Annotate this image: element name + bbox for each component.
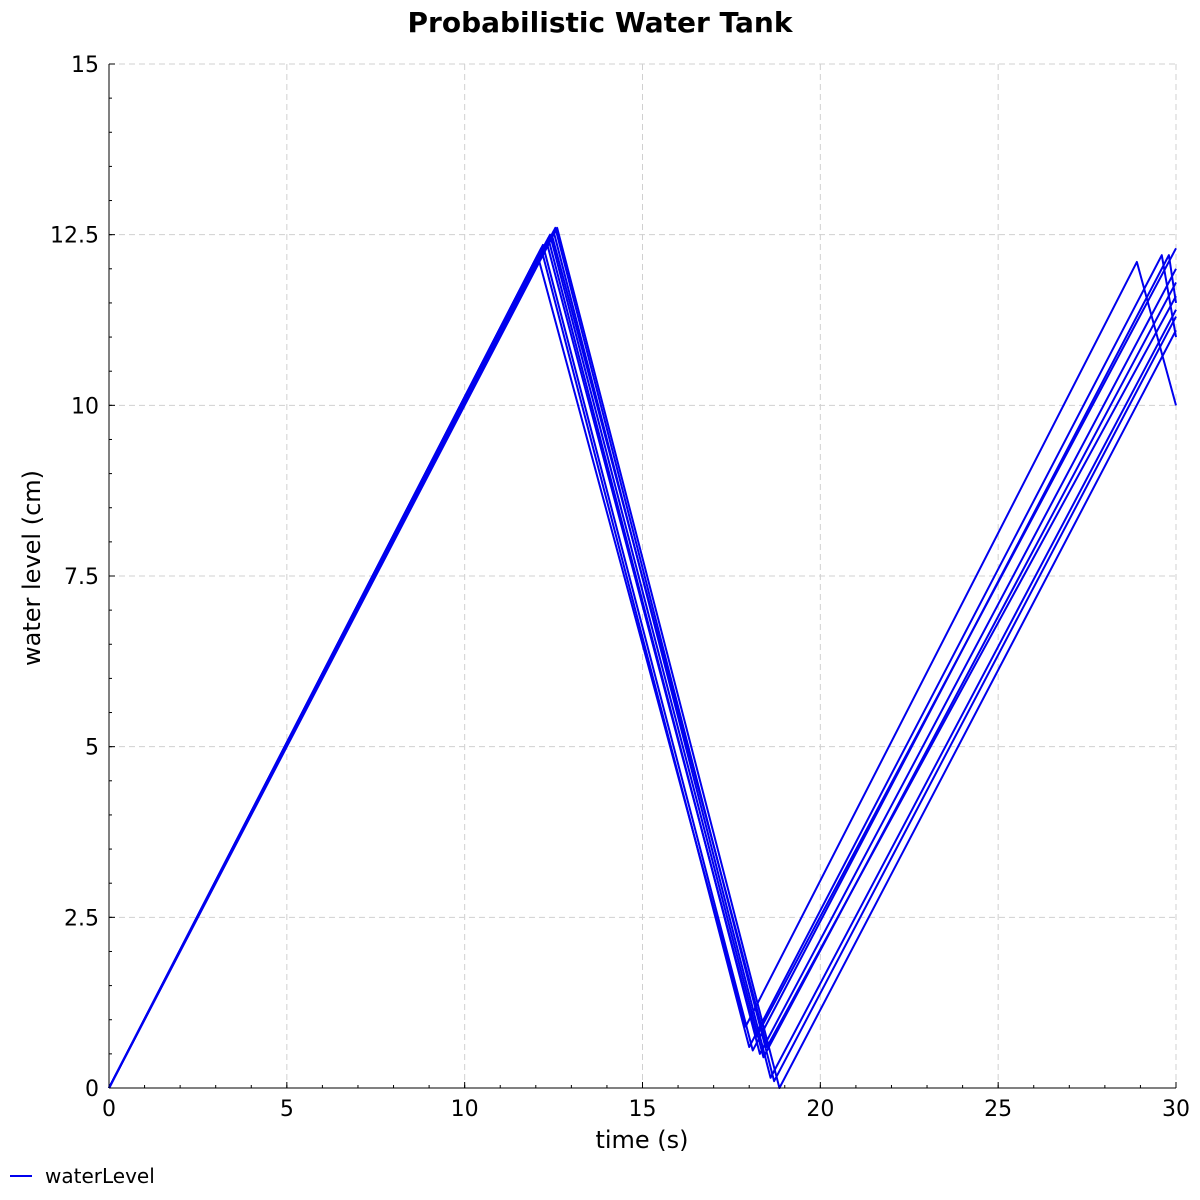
ticks: 0 5 10 15 20 25 30 0 2.5 5 7.5 10 12.5 15	[50, 53, 1190, 1122]
x-tick-label: 20	[806, 1097, 834, 1122]
series-run-line	[108, 226, 1177, 1089]
series-run-line	[108, 233, 1177, 1089]
x-tick-label: 15	[629, 1097, 657, 1122]
y-tick-label: 12.5	[50, 224, 99, 249]
series-run-line	[108, 243, 1177, 1089]
y-axis-label: water level (cm)	[18, 470, 46, 666]
legend: waterLevel	[10, 1164, 155, 1188]
y-tick-label: 5	[85, 736, 99, 761]
y-tick-label: 10	[71, 394, 99, 419]
x-tick-label: 30	[1162, 1097, 1190, 1122]
y-tick-label: 0	[85, 1077, 99, 1102]
x-axis-label: time (s)	[595, 1126, 688, 1154]
legend-label-waterlevel: waterLevel	[45, 1164, 155, 1188]
x-tick-label: 25	[984, 1097, 1012, 1122]
y-tick-label: 2.5	[64, 906, 99, 931]
x-tick-label: 0	[102, 1097, 116, 1122]
series-layer	[108, 226, 1177, 1089]
series-run-line	[108, 233, 1177, 1089]
grid	[109, 63, 1177, 1088]
chart-title: Probabilistic Water Tank	[408, 6, 794, 39]
x-tick-label: 10	[451, 1097, 479, 1122]
y-tick-label: 7.5	[64, 565, 99, 590]
x-tick-label: 5	[280, 1097, 294, 1122]
series-run-line	[108, 254, 1177, 1089]
y-tick-label: 15	[71, 53, 99, 78]
